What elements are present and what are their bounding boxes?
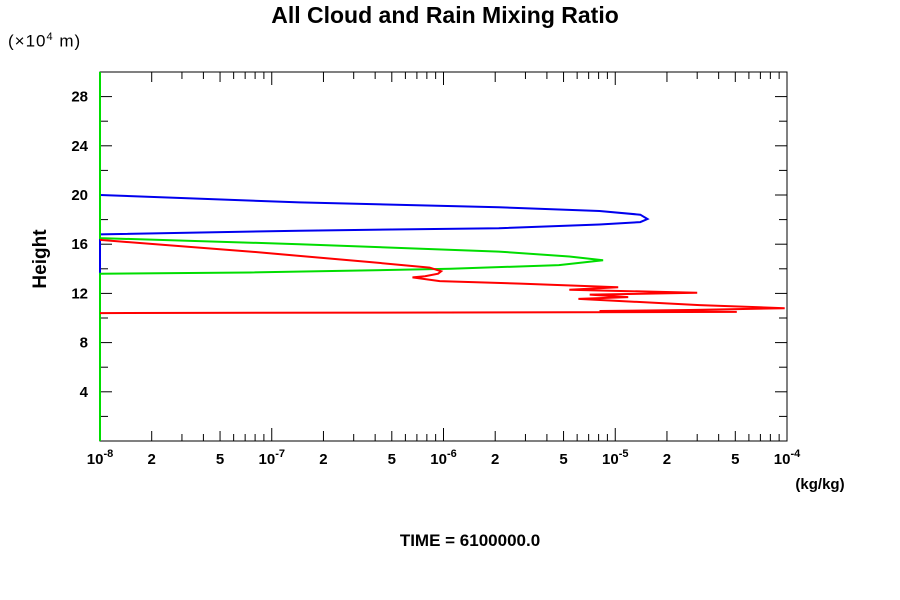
y-tick-label: 28 (71, 89, 88, 106)
x-tick-label: 10-6 (430, 448, 456, 468)
x-tick-label: 10-4 (774, 448, 801, 468)
y-unit-suffix: m) (53, 31, 82, 51)
x-tick-label: 2 (319, 451, 327, 468)
y-unit-exponent: 4 (46, 31, 54, 43)
y-tick-label: 20 (71, 187, 88, 204)
curve-green (99, 72, 604, 441)
x-tick-label: 10-5 (602, 448, 628, 468)
curve-blue (99, 194, 650, 274)
y-tick-label: 16 (71, 236, 88, 253)
y-unit-prefix: (×10 (8, 31, 47, 51)
curve-red (99, 238, 785, 315)
x-tick-label: 2 (148, 451, 156, 468)
y-tick-label: 24 (71, 138, 88, 155)
x-tick-label: 5 (216, 451, 224, 468)
y-tick-label: 12 (71, 285, 88, 302)
x-tick-label: 2 (663, 451, 671, 468)
x-tick-label: 5 (731, 451, 739, 468)
y-tick-label: 4 (80, 384, 89, 401)
plot-frame (99, 71, 788, 442)
x-tick-label: 2 (491, 451, 499, 468)
time-caption: TIME = 6100000.0 (399, 531, 541, 550)
chart-title: All Cloud and Rain Mixing Ratio (271, 2, 619, 28)
x-tick-label: 5 (559, 451, 567, 468)
x-tick-label: 5 (388, 451, 396, 468)
x-tick-label: 10-8 (87, 448, 113, 468)
y-tick-label: 8 (80, 335, 88, 352)
y-axis-unit-label: (×104 m) (8, 31, 81, 52)
x-axis-unit-label: (kg/kg) (795, 476, 845, 493)
x-tick-label: 10-7 (259, 448, 285, 468)
